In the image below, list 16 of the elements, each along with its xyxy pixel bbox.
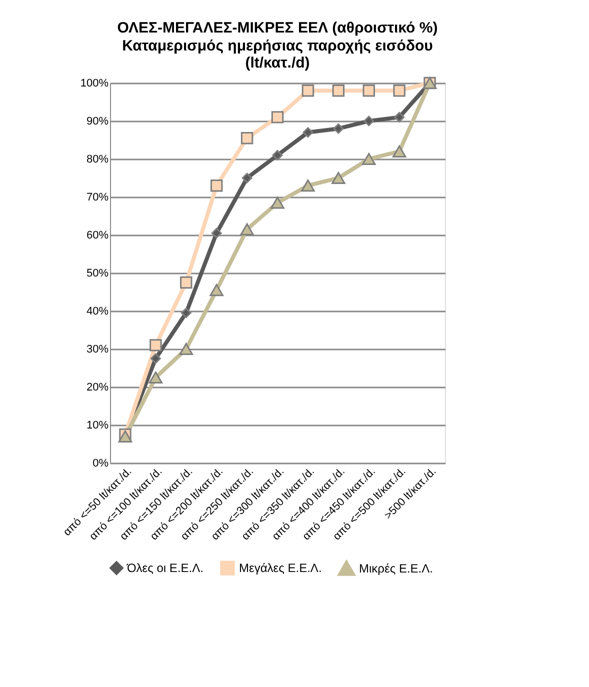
legend-label: Μικρές Ε.Ε.Λ. — [359, 562, 433, 576]
y-tick-label: 10% — [86, 420, 109, 432]
y-tick-label: 20% — [86, 382, 109, 394]
chart-title: ΟΛΕΣ-ΜΕΓΑΛΕΣ-ΜΙΚΡΕΣ ΕΕΛ (αθροιστικό %) — [117, 20, 438, 37]
y-tick-label: 30% — [86, 344, 109, 356]
y-tick-label: 80% — [86, 154, 109, 166]
y-tick-label: 0% — [92, 458, 109, 470]
legend-label: Μεγάλες Ε.Ε.Λ. — [239, 561, 322, 576]
chart-subtitle: Καταμερισμός ημερήσιας παροχής εισόδου (lt/κατ./d) — [122, 38, 434, 72]
y-tick-label: 50% — [86, 268, 109, 280]
y-tick-label: 100% — [80, 78, 109, 90]
y-tick-label: 60% — [86, 230, 109, 242]
y-tick-label: 90% — [86, 116, 109, 128]
y-tick-label: 40% — [86, 306, 109, 318]
legend-label: Όλες οι Ε.Ε.Λ. — [126, 561, 204, 576]
y-tick-label: 70% — [86, 192, 109, 204]
